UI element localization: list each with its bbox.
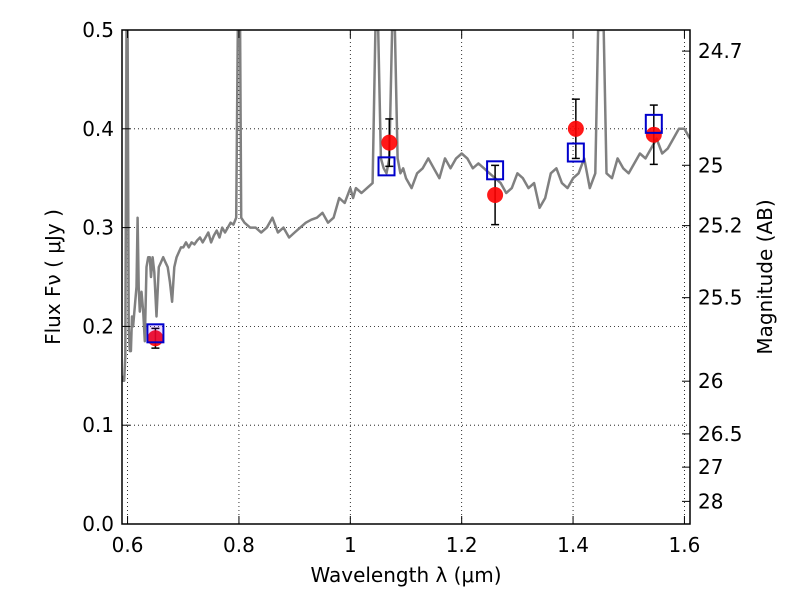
mag-tick-label: 26.5 xyxy=(698,422,743,446)
overlap-tint xyxy=(148,325,163,342)
x-axis-label: Wavelength λ (μm) xyxy=(310,563,501,587)
mag-tick-label: 26 xyxy=(698,369,723,393)
x-tick-label: 1 xyxy=(344,533,357,557)
observed-point xyxy=(381,134,398,151)
observed-point xyxy=(487,186,504,203)
plot-frame xyxy=(121,29,691,525)
model-point xyxy=(377,156,396,177)
plot-series xyxy=(122,30,690,382)
y-axis-label: Flux Fν ( μJy ) xyxy=(41,209,65,345)
x-tick-label: 1.6 xyxy=(669,533,701,557)
mag-tick-label: 25 xyxy=(698,153,723,177)
x-tick-label: 0.6 xyxy=(112,533,144,557)
mag-tick-label: 27 xyxy=(698,455,723,479)
y-tick-label: 0.1 xyxy=(82,413,114,437)
model-point xyxy=(566,142,585,163)
model-point xyxy=(146,323,165,344)
mag-tick-label: 25.5 xyxy=(698,286,743,310)
y-tick-label: 0.2 xyxy=(82,314,114,338)
observed-point xyxy=(567,120,584,137)
model-point xyxy=(644,113,663,134)
y-tick-label: 0.4 xyxy=(82,117,114,141)
mag-tick-label: 24.7 xyxy=(698,39,743,63)
y-tick-label: 0.3 xyxy=(82,216,114,240)
spectrum-line xyxy=(122,30,690,382)
x-tick-label: 1.4 xyxy=(557,533,589,557)
model-point xyxy=(486,160,505,181)
mag-tick-label: 25.2 xyxy=(698,214,743,238)
x-tick-label: 1.2 xyxy=(446,533,478,557)
y-axis-label-right: Magnitude (AB) xyxy=(753,199,777,354)
axis-ticks: 0.6 0.8 1 1.2 1.4 1.6 0.0 0.1 0.2 0.3 0.4 0.5 24.7 25… xyxy=(82,18,742,557)
x-tick-label: 0.8 xyxy=(223,533,255,557)
observed-point xyxy=(645,126,662,143)
y-tick-label: 0.0 xyxy=(82,512,114,536)
mag-tick-label: 28 xyxy=(698,489,723,513)
y-tick-label: 0.5 xyxy=(82,18,114,42)
